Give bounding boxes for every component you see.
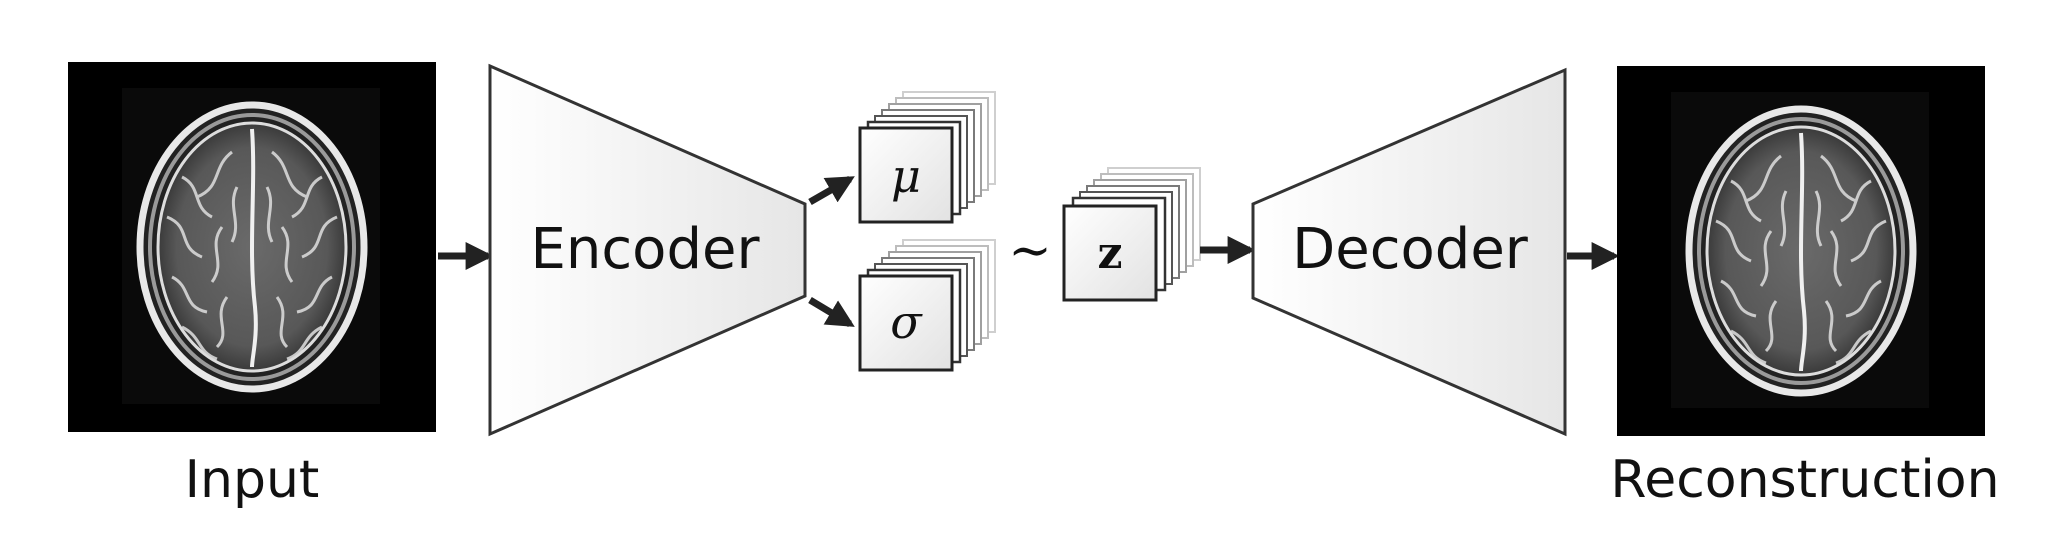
encoder-block — [488, 63, 807, 437]
sigma-symbol: σ — [890, 295, 923, 349]
output-caption: Reconstruction — [1610, 450, 1999, 510]
output-image — [1617, 66, 1985, 436]
brain-mri-icon — [1689, 109, 1913, 393]
input-caption: Input — [185, 450, 320, 510]
sigma-stack: σ — [858, 239, 996, 372]
mu-symbol: μ — [891, 149, 921, 203]
decoder-block — [1251, 67, 1567, 437]
latent-z-stack: z — [1062, 167, 1201, 302]
arrow-encoder-to-mu — [808, 175, 855, 206]
arrow-encoder-to-sigma — [808, 296, 855, 328]
sample-symbol: ∼ — [1008, 221, 1052, 281]
decoder-label: Decoder — [1292, 217, 1529, 282]
input-image — [68, 62, 436, 432]
brain-mri-icon — [140, 105, 364, 389]
encoder-label: Encoder — [531, 217, 761, 282]
latent-symbol: z — [1098, 228, 1123, 279]
mu-stack: μ — [858, 91, 996, 224]
